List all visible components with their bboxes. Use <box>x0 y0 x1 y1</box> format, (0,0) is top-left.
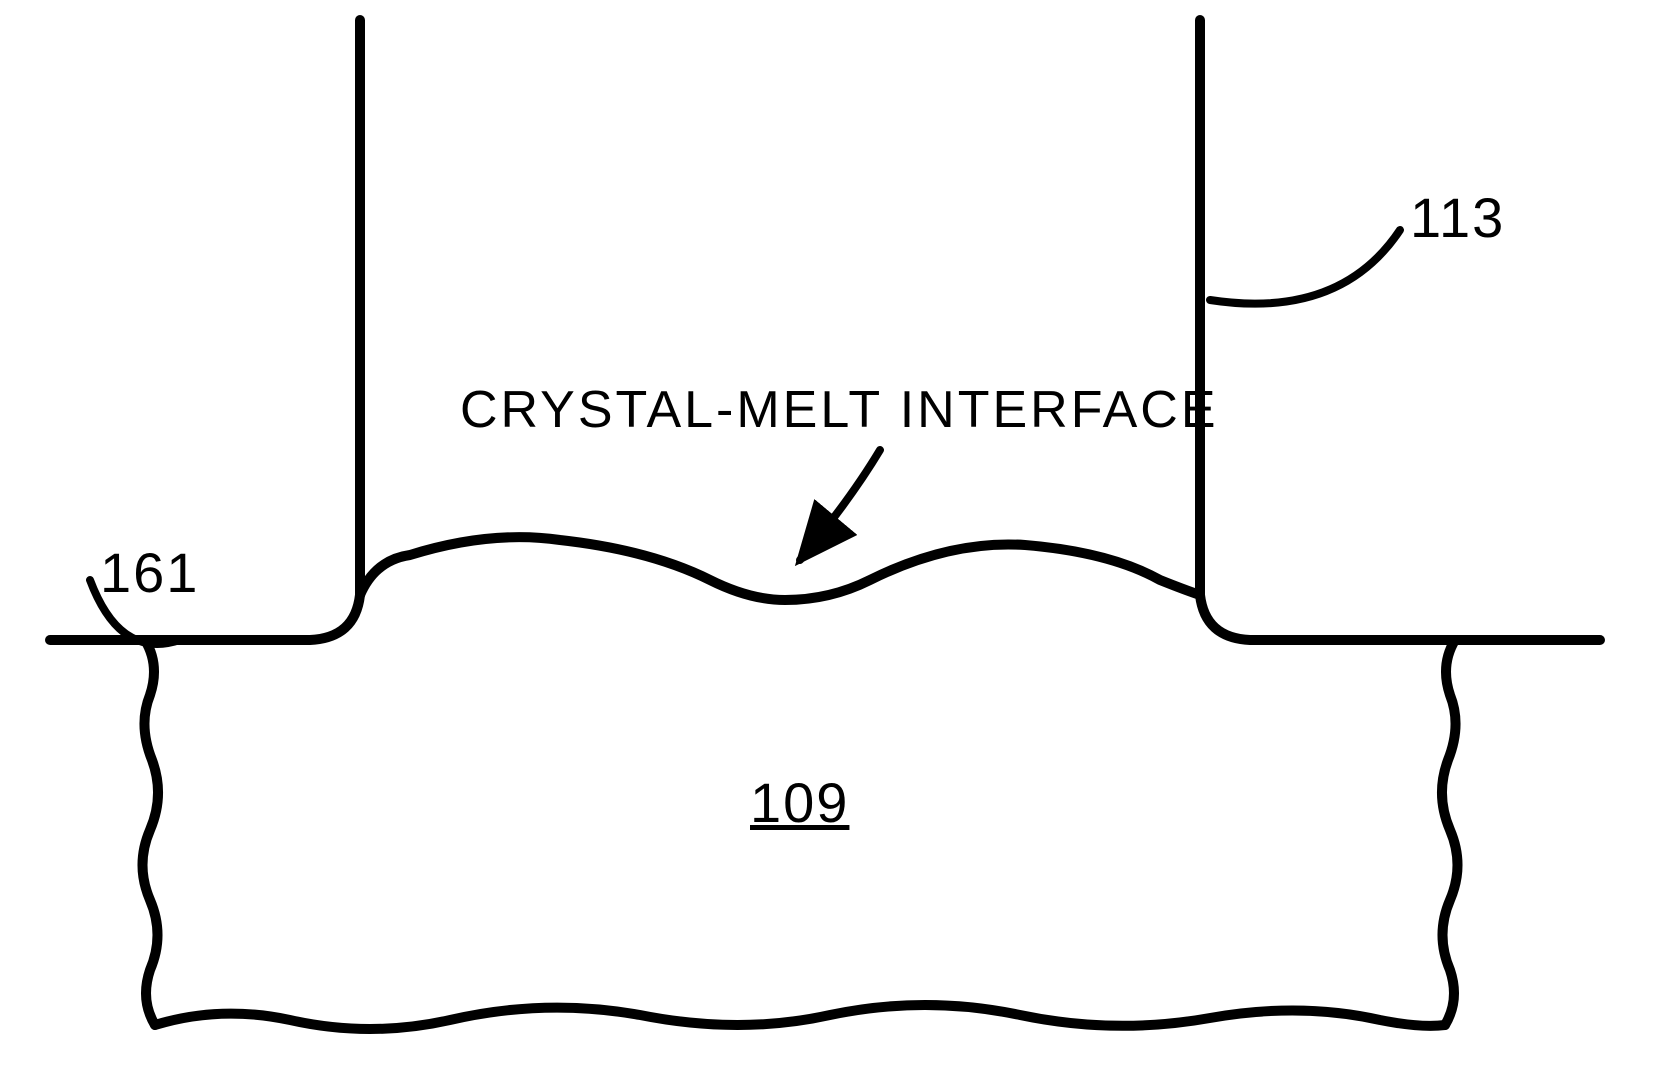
interface-arrow <box>800 450 880 560</box>
diagram-container: CRYSTAL-MELT INTERFACE 113 161 109 <box>0 0 1672 1088</box>
ref-113-label: 113 <box>1410 185 1505 250</box>
leader-113 <box>1210 230 1400 304</box>
patent-diagram-svg <box>0 0 1672 1088</box>
melt-bottom-break <box>155 1005 1445 1029</box>
melt-left-break <box>143 640 159 1025</box>
ref-109-label: 109 <box>750 770 849 835</box>
interface-label: CRYSTAL-MELT INTERFACE <box>460 380 1219 440</box>
melt-right-break <box>1442 640 1458 1025</box>
ref-161-label: 161 <box>100 540 199 605</box>
crystal-melt-interface <box>360 537 1200 600</box>
melt-surface-right <box>1200 595 1600 640</box>
